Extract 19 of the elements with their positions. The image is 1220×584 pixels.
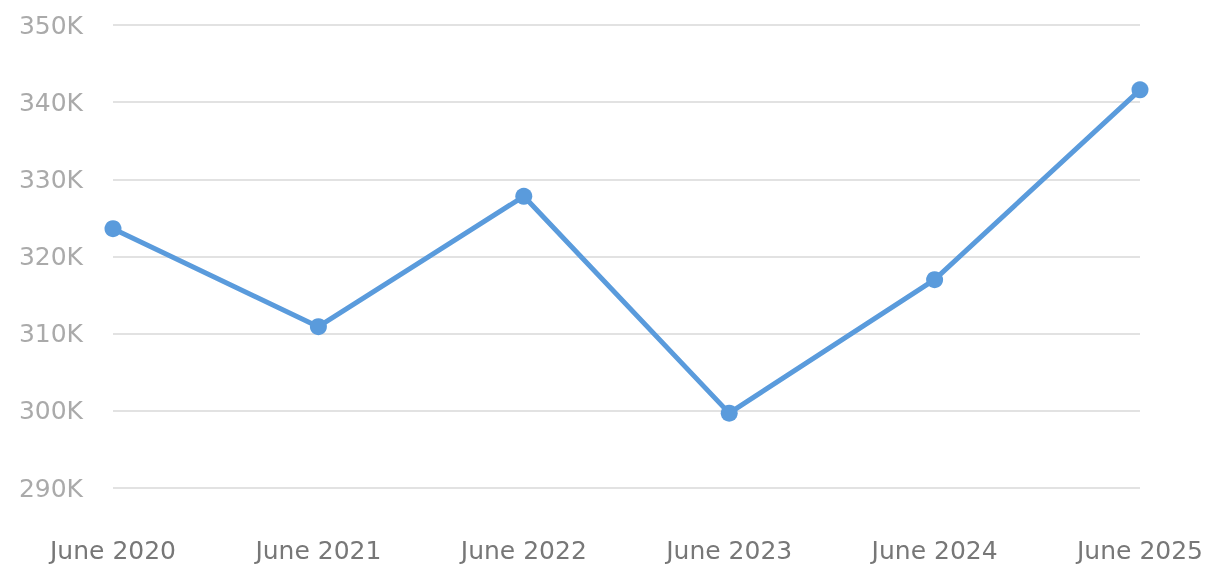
y-tick-label: 300K <box>18 396 84 426</box>
point <box>104 220 122 238</box>
y-tick-label: 290K <box>18 473 84 503</box>
x-tick-label: June 2023 <box>664 536 793 565</box>
y-tick-label: 310K <box>18 319 84 349</box>
point <box>309 318 327 336</box>
x-tick-label: June 2024 <box>869 536 998 565</box>
x-tick-label: June 2021 <box>253 536 382 565</box>
point <box>720 404 738 422</box>
y-tick-label: 330K <box>18 164 84 194</box>
y-tick-label: 320K <box>18 242 84 271</box>
x-tick-label: June 2020 <box>47 536 177 565</box>
point <box>926 271 944 289</box>
point <box>1131 81 1149 99</box>
x-tick-label: June 2022 <box>458 536 587 565</box>
y-tick-label: 350K <box>18 10 84 40</box>
y-tick-label: 340K <box>18 87 84 117</box>
point <box>515 187 533 205</box>
x-tick-label: June 2025 <box>1074 536 1204 565</box>
